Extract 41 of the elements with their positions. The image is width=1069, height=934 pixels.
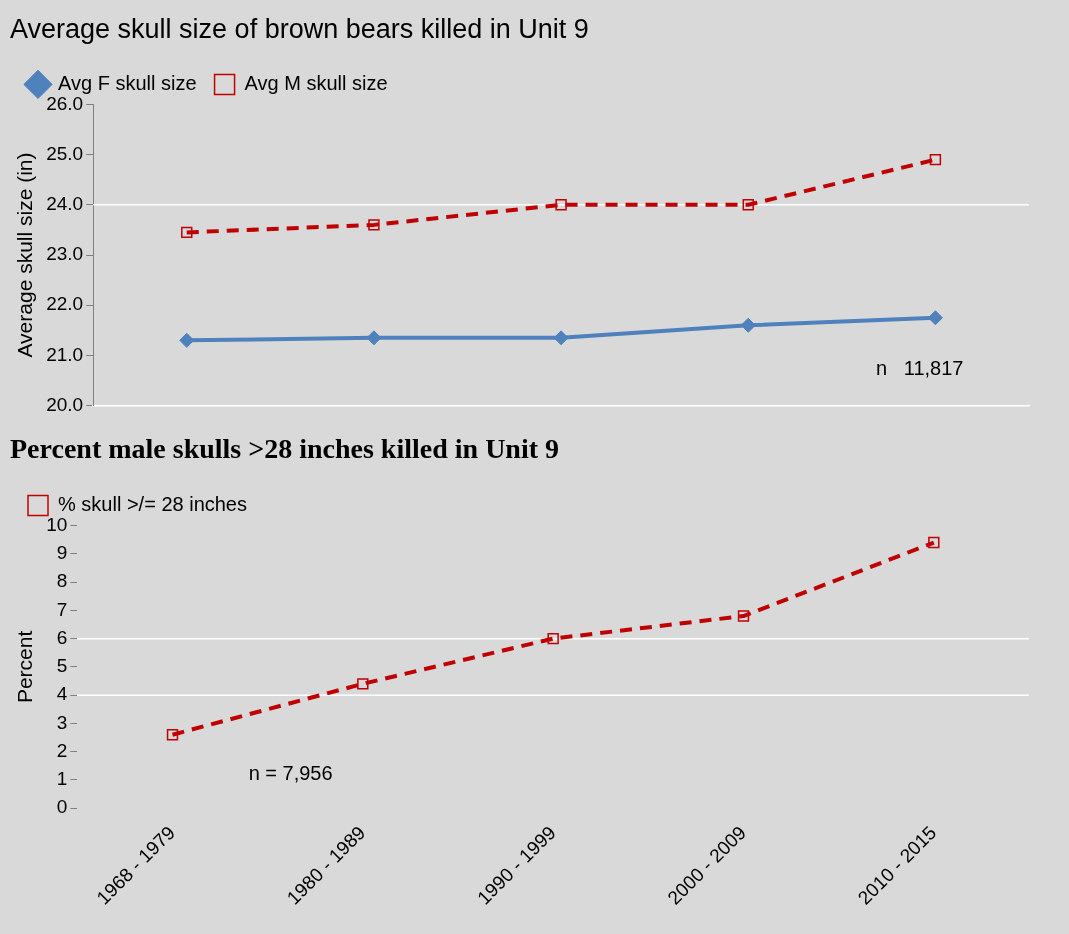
point xyxy=(553,330,569,346)
y-tick-label: 22.0 xyxy=(46,293,84,315)
y-tick-label: 6 xyxy=(56,626,68,648)
y-tick-label: 9 xyxy=(56,542,68,564)
point xyxy=(737,610,750,622)
point xyxy=(368,219,380,231)
y-tick-label: 26.0 xyxy=(46,92,84,114)
y-tick-label: 3 xyxy=(56,711,68,733)
point xyxy=(929,153,942,166)
y-tick-label: 4 xyxy=(56,683,68,705)
point xyxy=(366,330,382,346)
y-tick-label: 7 xyxy=(56,598,68,620)
point xyxy=(357,678,369,690)
y-tick-label: 10 xyxy=(46,513,68,535)
legend-label: Avg F skull size xyxy=(58,71,197,94)
point xyxy=(742,199,754,211)
y-tick-label: 21.0 xyxy=(46,343,84,365)
legend-label: % skull >/= 28 inches xyxy=(58,493,247,516)
y-tick-label: 5 xyxy=(56,655,68,677)
y-tick-label: 2 xyxy=(56,739,68,761)
annotation: n 11,817 xyxy=(876,356,964,379)
y-tick-label: 25.0 xyxy=(46,142,84,164)
y-axis-title: Average skull size (in) xyxy=(13,152,37,358)
chart-title: Average skull size of brown bears killed in Unit 9 xyxy=(10,13,589,44)
point xyxy=(181,226,193,239)
point xyxy=(740,317,756,333)
y-axis-title: Percent xyxy=(13,630,37,704)
chart-title: Percent male skulls >28 inches killed in Unit 9 xyxy=(10,433,560,465)
y-tick-label: 24.0 xyxy=(46,193,84,215)
point xyxy=(166,729,179,741)
y-tick-label: 0 xyxy=(56,796,68,818)
annotation: n = 7,956 xyxy=(248,761,333,784)
y-tick-label: 1 xyxy=(56,768,68,790)
y-tick-label: 20.0 xyxy=(46,393,84,415)
y-tick-label: 23.0 xyxy=(46,243,84,265)
y-tick-label: 8 xyxy=(56,570,68,592)
legend-label: Avg M skull size xyxy=(244,71,388,94)
point xyxy=(555,199,567,211)
point xyxy=(928,536,940,549)
point xyxy=(179,332,195,348)
point xyxy=(547,632,559,645)
